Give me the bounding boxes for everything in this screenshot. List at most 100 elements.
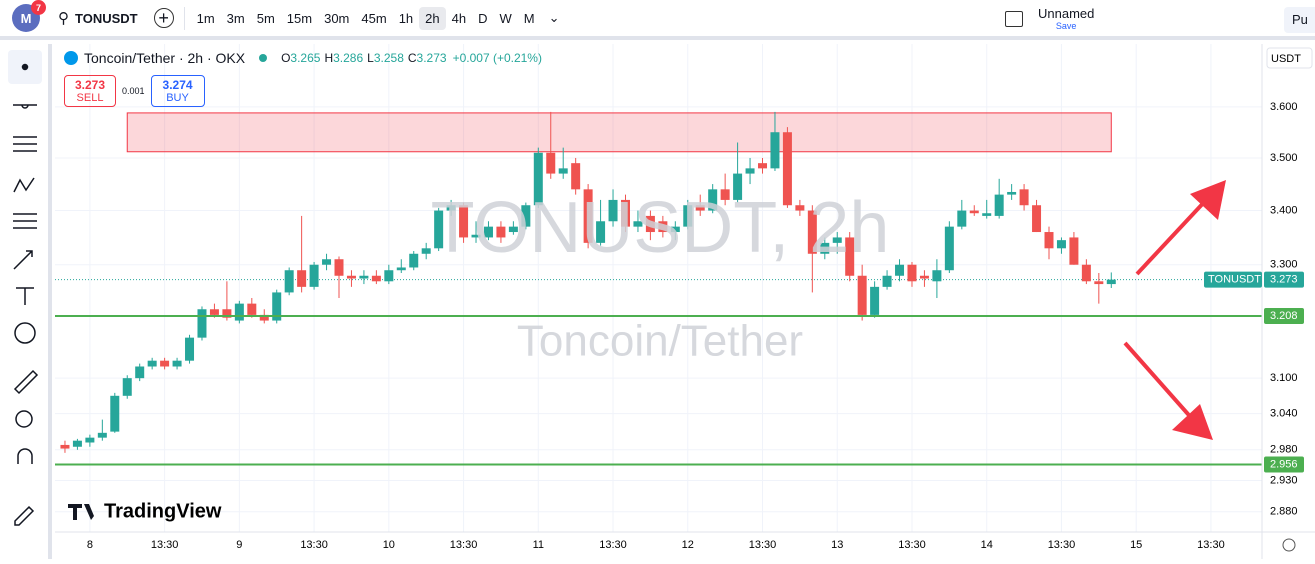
ohlc-value: 3.273: [416, 51, 447, 65]
y-tick-label: 3.600: [1270, 101, 1298, 113]
brush-tool[interactable]: [13, 250, 33, 270]
candle-body: [882, 275, 892, 287]
interval[interactable]: 45m: [361, 10, 387, 26]
candle-body: [259, 314, 269, 321]
legend: Toncoin/Tether · 2h · OKX O3.265 H3.286 L3…: [64, 50, 542, 66]
symbol[interactable]: TONUSDT: [75, 10, 138, 26]
symbol-icon: [64, 51, 78, 65]
x-tick-label: 10: [383, 539, 395, 551]
candle-body: [1019, 189, 1029, 206]
ohlc-key: L: [367, 51, 374, 65]
forecast-tool[interactable]: [13, 213, 37, 229]
candle-body: [745, 168, 755, 174]
level-label: 3.208: [1270, 310, 1298, 322]
interval[interactable]: 1m: [196, 10, 215, 26]
x-tick-label: 13:30: [898, 539, 926, 551]
text-tool[interactable]: [16, 287, 34, 305]
interval[interactable]: D: [478, 10, 488, 26]
arrows: [1123, 180, 1226, 440]
x-tick-label: 9: [236, 539, 242, 551]
currency-button[interactable]: [1266, 47, 1313, 69]
line-tool[interactable]: [13, 104, 37, 109]
candle-body: [708, 189, 718, 211]
arrow-down-head: [1172, 404, 1213, 440]
interval[interactable]: 2h: [419, 6, 446, 30]
buy-price: 3.274: [162, 78, 193, 92]
interval[interactable]: W: [499, 10, 512, 26]
ruler-tool[interactable]: [13, 369, 39, 395]
zoom-tool[interactable]: [15, 410, 33, 428]
candle-body: [683, 205, 693, 227]
fib-tool[interactable]: [13, 136, 37, 152]
candle-body: [645, 215, 655, 233]
ohlc-value: 3.265: [290, 51, 321, 65]
magnet-tool[interactable]: [17, 448, 33, 464]
buy-button[interactable]: 3.274 BUY: [150, 75, 205, 107]
candle-body: [758, 163, 768, 169]
lock-tool[interactable]: [14, 505, 35, 526]
candle-body: [222, 309, 232, 318]
candle-body: [733, 173, 743, 200]
y-tick-label: 3.100: [1270, 372, 1298, 384]
candle-body: [122, 378, 132, 396]
level-tag: [1264, 456, 1304, 473]
ohlc-key: C: [407, 51, 417, 65]
candle-body: [1081, 264, 1091, 282]
candle-body: [247, 303, 257, 315]
watermark-sub: Toncoin/Tether: [517, 317, 803, 366]
interval[interactable]: 30m: [324, 10, 350, 26]
x-tick-label: 13:30: [151, 539, 179, 551]
interval[interactable]: 5m: [256, 10, 275, 26]
ohlc-item: C3.273: [408, 51, 447, 65]
interval[interactable]: M: [523, 10, 535, 26]
interval[interactable]: 3m: [226, 10, 245, 26]
candle-body: [832, 237, 842, 243]
pattern-tool[interactable]: [13, 177, 35, 193]
arrow-up: [1135, 196, 1210, 276]
logo: TradingView: [104, 500, 222, 522]
emoji-tool[interactable]: [14, 322, 36, 344]
ohlc-item: O3.265: [281, 51, 320, 65]
x-tick-label: 13: [831, 539, 843, 551]
candle-body: [483, 226, 493, 238]
candle-body: [596, 221, 606, 243]
cursor-tool[interactable]: [21, 63, 29, 71]
interval[interactable]: 1h: [398, 10, 414, 26]
candle-body: [870, 286, 880, 315]
x-tick-label: 11: [533, 539, 544, 551]
resistance-zone: [126, 112, 1112, 153]
candle-body: [633, 221, 643, 227]
candle-body: [907, 264, 917, 282]
x-tick-label: 15: [1130, 539, 1142, 551]
ohlc-value: 3.286: [333, 51, 364, 65]
settings[interactable]: [1282, 538, 1296, 552]
candle-body: [85, 437, 95, 443]
candle-body: [209, 309, 219, 315]
publish[interactable]: Pu: [1284, 7, 1315, 33]
save[interactable]: Save: [1055, 21, 1077, 31]
candle-body: [994, 194, 1004, 216]
candle-body: [322, 259, 332, 265]
candle-body: [409, 253, 419, 268]
level-tag: [1264, 308, 1304, 325]
candle-body: [160, 360, 170, 367]
plot: [55, 44, 1262, 532]
sell-button[interactable]: 3.273 SELL: [64, 75, 116, 107]
trade-buttons: 3.273 SELL 0.001 3.274 BUY: [64, 75, 205, 107]
candle-body: [1007, 191, 1017, 195]
candle-body: [284, 270, 294, 293]
candle-body: [558, 168, 568, 174]
compare-button[interactable]: +: [153, 8, 174, 28]
interval[interactable]: 15m: [286, 10, 313, 26]
x-tick-label: 13:30: [450, 539, 478, 551]
candle-body: [670, 226, 680, 233]
candle-body: [1069, 237, 1079, 265]
layout[interactable]: Unnamed Save: [1038, 6, 1094, 31]
layout-icon[interactable]: [1005, 11, 1023, 27]
candle-body: [346, 275, 356, 279]
interval[interactable]: 4h: [451, 10, 467, 26]
